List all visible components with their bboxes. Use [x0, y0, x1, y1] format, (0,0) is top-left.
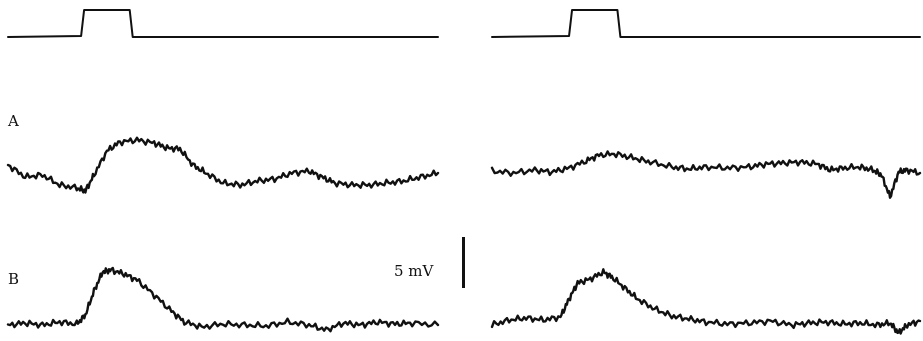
trace-a-left	[6, 136, 440, 194]
stimulus-marker-right	[491, 9, 921, 38]
stimulus-markers	[7, 9, 921, 38]
trace-a-right	[490, 150, 922, 199]
trace-b-left	[6, 266, 440, 333]
trace-b-right	[490, 268, 922, 335]
scale-bar	[462, 237, 465, 288]
row-label-a: A	[8, 112, 19, 130]
stimulus-marker-left	[7, 9, 439, 38]
voltage-traces	[6, 136, 922, 335]
scale-bar-label: 5 mV	[394, 262, 434, 280]
row-label-b: B	[8, 270, 20, 288]
